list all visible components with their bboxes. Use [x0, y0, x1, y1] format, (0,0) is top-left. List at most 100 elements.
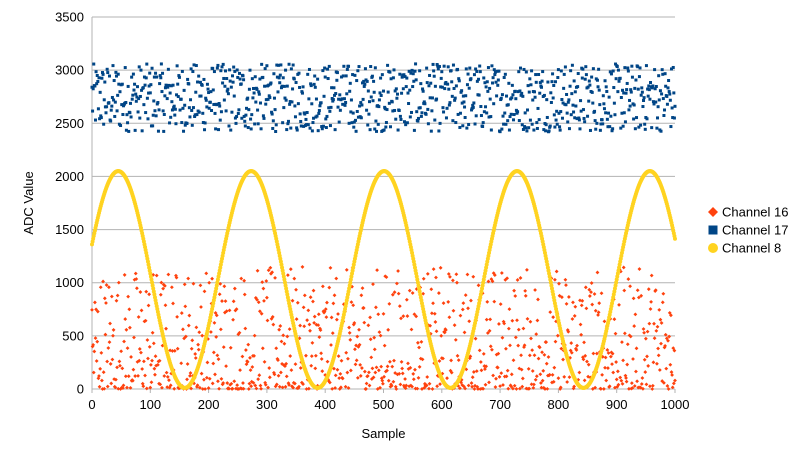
data-point: [475, 69, 479, 73]
data-point: [132, 88, 136, 92]
data-point: [158, 82, 162, 86]
data-point: [661, 97, 665, 101]
data-point: [448, 275, 452, 279]
data-point: [107, 340, 112, 345]
data-point: [562, 374, 567, 379]
data-point: [327, 106, 331, 110]
data-point: [580, 355, 585, 360]
data-point: [347, 121, 351, 125]
data-point: [198, 80, 202, 84]
data-point: [199, 371, 204, 376]
data-point: [397, 304, 402, 309]
data-point: [325, 359, 330, 364]
data-point: [438, 382, 442, 386]
data-point: [176, 95, 180, 99]
data-point: [671, 116, 675, 120]
data-point: [179, 311, 184, 315]
data-point: [132, 335, 136, 340]
data-point: [147, 265, 152, 270]
data-point: [118, 90, 122, 94]
data-point: [309, 84, 313, 88]
data-point: [610, 351, 615, 356]
data-point: [356, 69, 360, 73]
data-point: [323, 307, 328, 312]
data-point: [502, 321, 507, 326]
data-point: [432, 74, 436, 78]
data-point: [172, 104, 176, 108]
data-point: [570, 317, 575, 321]
data-point: [100, 378, 104, 383]
data-point: [289, 126, 293, 130]
data-point: [150, 330, 155, 335]
data-point: [339, 358, 344, 363]
data-point: [634, 369, 638, 374]
data-point: [658, 317, 663, 322]
data-point: [594, 351, 599, 356]
data-point: [611, 370, 616, 375]
data-point: [374, 119, 378, 123]
data-point: [347, 330, 352, 335]
data-point: [630, 386, 635, 390]
data-point: [544, 123, 548, 127]
data-point: [449, 69, 453, 73]
data-point: [102, 122, 106, 126]
data-point: [473, 383, 477, 388]
data-point: [175, 314, 180, 319]
data-point: [272, 72, 276, 76]
data-point: [417, 289, 422, 294]
data-point: [633, 312, 638, 317]
data-point: [284, 289, 289, 294]
data-point: [153, 109, 157, 113]
data-point: [309, 363, 314, 368]
data-point: [539, 381, 543, 385]
data-point: [359, 116, 363, 120]
data-point: [505, 94, 509, 98]
data-point: [593, 308, 598, 313]
data-point: [398, 114, 402, 118]
data-point: [665, 384, 670, 388]
data-point: [166, 272, 171, 277]
data-point: [283, 283, 288, 288]
data-point: [654, 100, 658, 104]
data-point: [392, 68, 396, 72]
data-point: [546, 268, 551, 273]
data-point: [527, 353, 532, 358]
data-point: [451, 63, 455, 67]
data-point: [305, 111, 309, 115]
data-point: [372, 79, 376, 83]
data-point: [510, 318, 515, 323]
data-point: [217, 128, 221, 132]
data-point: [586, 114, 590, 118]
data-point: [297, 384, 301, 389]
data-point: [188, 373, 192, 378]
x-tick-label: 100: [139, 397, 161, 412]
data-point: [214, 127, 218, 131]
data-point: [281, 333, 286, 338]
data-point: [498, 384, 502, 389]
data-point: [558, 125, 562, 129]
data-point: [288, 267, 293, 272]
data-point: [633, 86, 637, 90]
data-point: [131, 72, 135, 76]
data-point: [339, 385, 343, 390]
data-point: [575, 117, 579, 121]
data-point: [651, 84, 655, 88]
data-point: [620, 340, 624, 344]
data-point: [311, 299, 315, 304]
data-point: [509, 384, 514, 389]
data-point: [397, 371, 402, 376]
data-point: [610, 129, 614, 133]
data-point: [360, 103, 364, 107]
data-point: [657, 368, 662, 372]
data-point: [298, 85, 302, 89]
data-point: [624, 379, 629, 384]
data-point: [123, 66, 127, 70]
data-point: [335, 78, 339, 82]
data-point: [447, 87, 451, 91]
data-point: [138, 94, 142, 98]
data-point: [641, 105, 645, 109]
data-point: [216, 63, 220, 67]
data-point: [233, 116, 237, 120]
data-point: [263, 84, 267, 88]
data-point: [497, 69, 501, 73]
